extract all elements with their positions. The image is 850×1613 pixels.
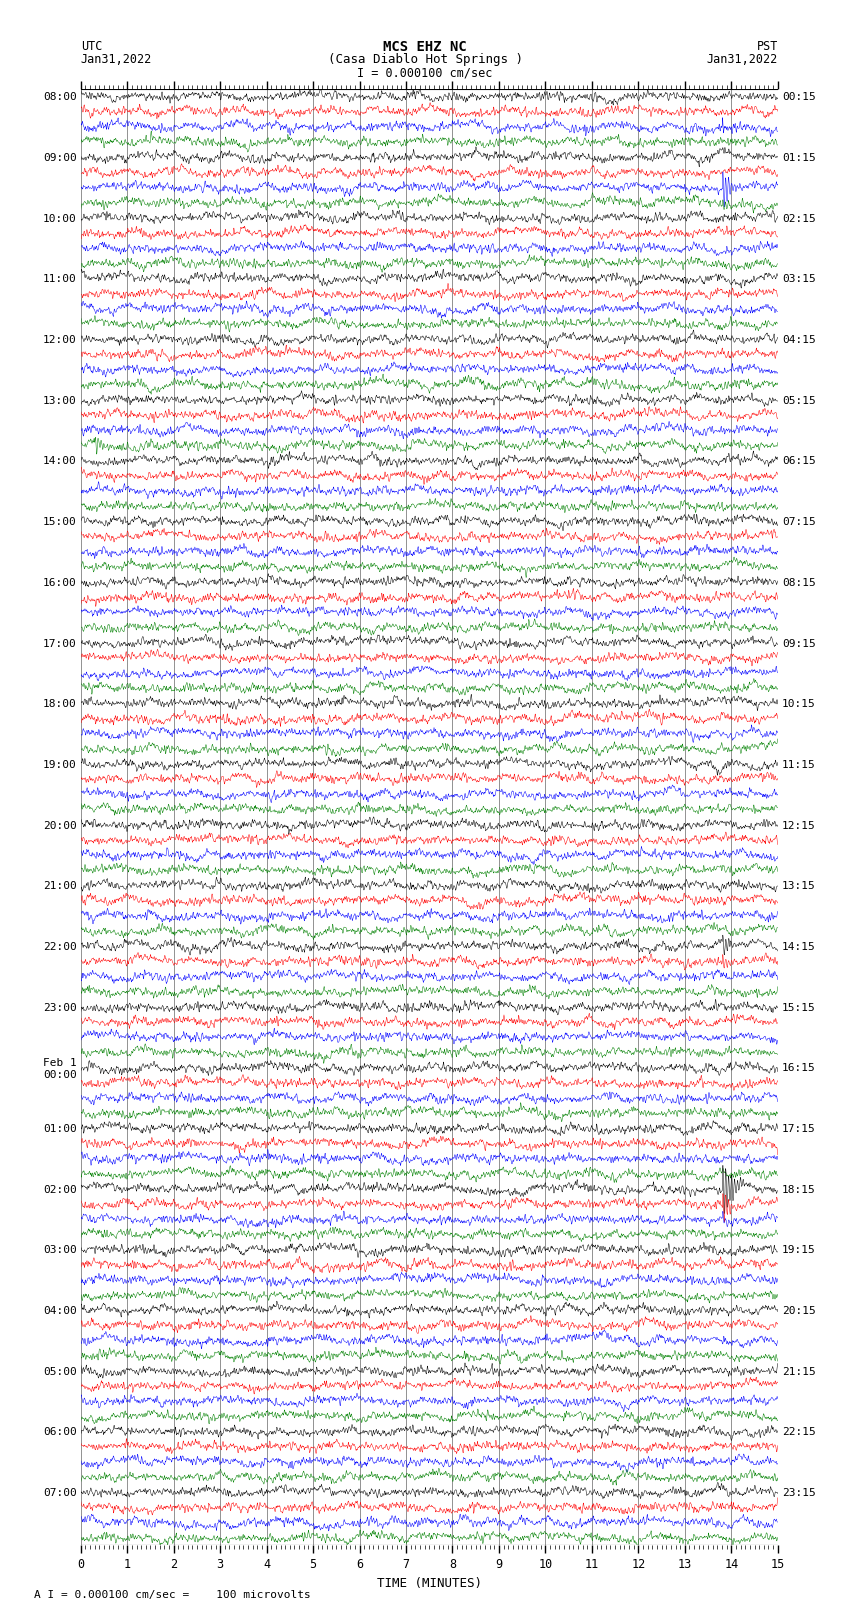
Text: PST: PST (756, 40, 778, 53)
Text: (Casa Diablo Hot Springs ): (Casa Diablo Hot Springs ) (327, 53, 523, 66)
Text: MCS EHZ NC: MCS EHZ NC (383, 40, 467, 55)
Text: I = 0.000100 cm/sec: I = 0.000100 cm/sec (357, 66, 493, 79)
Text: UTC: UTC (81, 40, 102, 53)
X-axis label: TIME (MINUTES): TIME (MINUTES) (377, 1578, 482, 1590)
Text: A I = 0.000100 cm/sec =    100 microvolts: A I = 0.000100 cm/sec = 100 microvolts (34, 1590, 311, 1600)
Text: Jan31,2022: Jan31,2022 (81, 53, 152, 66)
Text: Jan31,2022: Jan31,2022 (706, 53, 778, 66)
